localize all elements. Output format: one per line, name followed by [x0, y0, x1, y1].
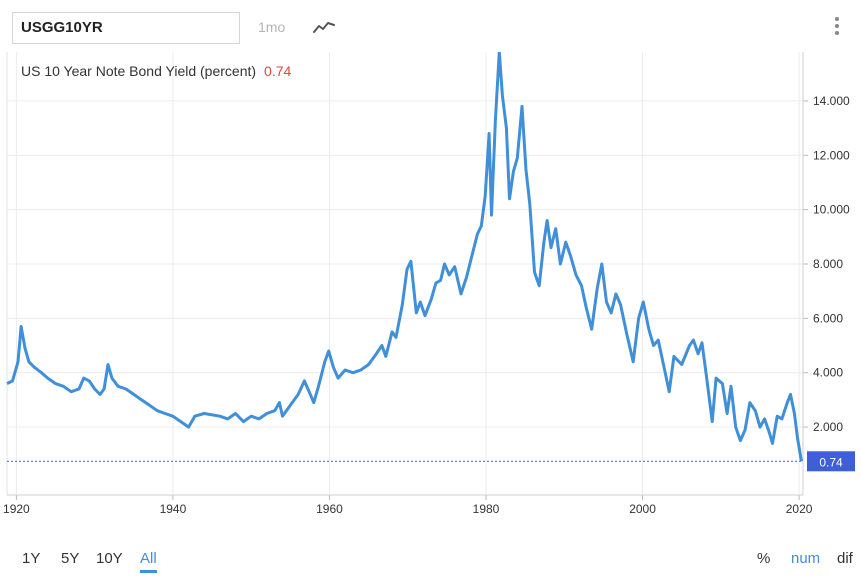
- last-value-badge: [807, 451, 855, 472]
- last-value-label: 0.74: [819, 455, 843, 469]
- y-tick-label-4: 10.000: [813, 203, 850, 217]
- mode-button-num[interactable]: num: [791, 550, 821, 567]
- series-line: [6, 52, 803, 462]
- range-button-all[interactable]: All: [140, 548, 157, 573]
- x-tick-label-3: 1980: [473, 502, 500, 516]
- range-button-10y[interactable]: 10Y: [96, 550, 123, 567]
- chart-grid: [6, 52, 804, 496]
- x-tick-label-4: 2000: [629, 502, 656, 516]
- chart-legend: US 10 Year Note Bond Yield (percent) 0.74: [21, 63, 291, 79]
- y-tick-label-6: 14.000: [813, 94, 850, 108]
- x-tick-label-5: 2020: [786, 502, 813, 516]
- range-button-5y[interactable]: 5Y: [61, 550, 80, 567]
- interval-selector[interactable]: 1mo: [258, 19, 286, 35]
- chart-title: US 10 Year Note Bond Yield (percent): [21, 63, 257, 79]
- y-tick-label-0: 2.000: [813, 420, 843, 434]
- x-axis: 1920 1940 1960 1980 2000 2020: [3, 495, 813, 516]
- symbol-input[interactable]: USGG10YR: [12, 12, 240, 44]
- y-axis: 2.000 4.000 6.000 8.000 10.000 12.000 14.000: [803, 94, 850, 434]
- x-tick-label-1: 1940: [160, 502, 187, 516]
- range-selector: 1Y 5Y 10Y All % num dif: [0, 548, 861, 573]
- x-tick-label-0: 1920: [3, 502, 30, 516]
- chart-toolbar: USGG10YR 1mo: [0, 0, 861, 52]
- yield-line-chart: 1920 1940 1960 1980 2000 2020 2.000 4.000 6.000…: [3, 52, 855, 516]
- line-chart-icon[interactable]: [313, 20, 335, 34]
- last-value-marker: 0.74: [7, 451, 855, 472]
- legend-last-value: 0.74: [264, 63, 292, 79]
- range-button-1y[interactable]: 1Y: [22, 550, 41, 567]
- mode-button-dif[interactable]: dif: [837, 550, 853, 567]
- mode-button-percent[interactable]: %: [757, 550, 771, 567]
- vertical-dots-icon[interactable]: [832, 17, 842, 39]
- y-tick-label-5: 12.000: [813, 148, 850, 162]
- x-tick-label-2: 1960: [316, 502, 343, 516]
- y-tick-label-1: 4.000: [813, 366, 843, 380]
- y-tick-label-3: 8.000: [813, 257, 843, 271]
- y-tick-label-2: 6.000: [813, 311, 843, 325]
